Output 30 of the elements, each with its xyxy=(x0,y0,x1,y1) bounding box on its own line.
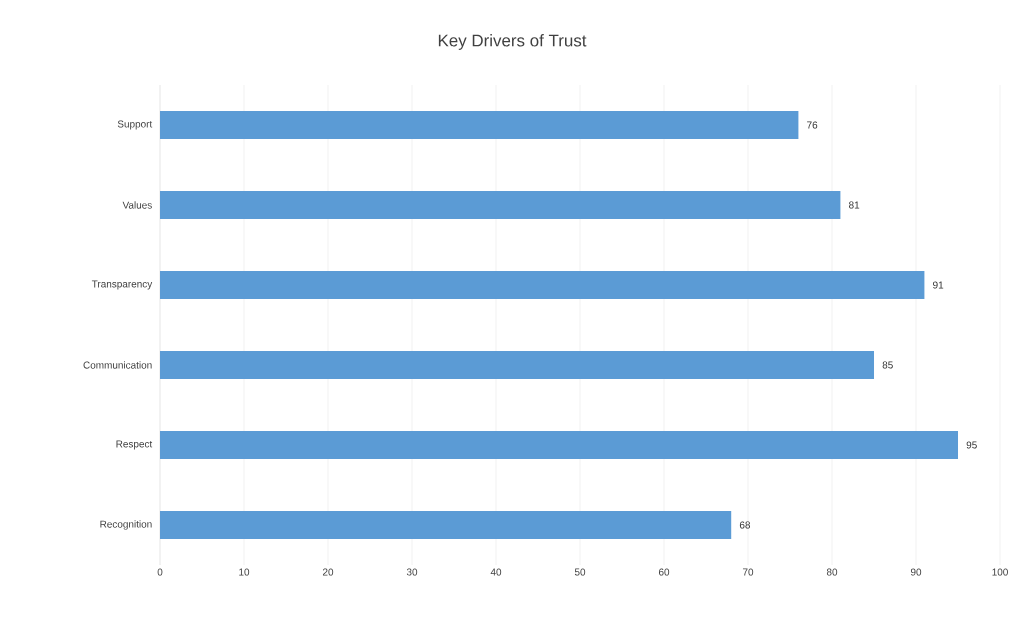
y-tick-label: Recognition xyxy=(100,520,152,530)
chart-title: Key Drivers of Trust xyxy=(438,34,587,50)
bar xyxy=(160,110,799,139)
bar xyxy=(160,430,959,459)
y-tick-label: Communication xyxy=(83,361,152,369)
x-tick-label: 20 xyxy=(322,568,334,576)
data-label: 68 xyxy=(739,521,751,529)
data-label: 76 xyxy=(807,121,818,129)
x-tick-label: 10 xyxy=(239,568,250,576)
x-tick-label: 50 xyxy=(574,568,586,576)
x-tick-label: 100 xyxy=(992,568,1008,576)
x-tick-label: 90 xyxy=(910,568,922,576)
data-label: 85 xyxy=(882,361,893,369)
x-tick-label: 30 xyxy=(406,568,418,576)
bar xyxy=(160,350,875,379)
data-label: 91 xyxy=(933,281,944,289)
x-tick-label: 0 xyxy=(157,568,163,576)
x-tick-label: 80 xyxy=(826,568,838,576)
y-tick-label: Transparency xyxy=(91,280,153,290)
bar xyxy=(160,270,925,299)
bar xyxy=(160,190,841,219)
bar xyxy=(160,510,732,539)
y-tick-label: Support xyxy=(117,120,153,130)
data-label: 95 xyxy=(966,441,977,449)
x-tick-label: 40 xyxy=(490,568,502,576)
y-tick-label: Values xyxy=(122,201,152,209)
data-label: 81 xyxy=(849,201,860,209)
x-tick-label: 60 xyxy=(658,568,670,576)
x-tick-label: 70 xyxy=(742,568,754,576)
y-tick-label: Respect xyxy=(116,440,153,450)
